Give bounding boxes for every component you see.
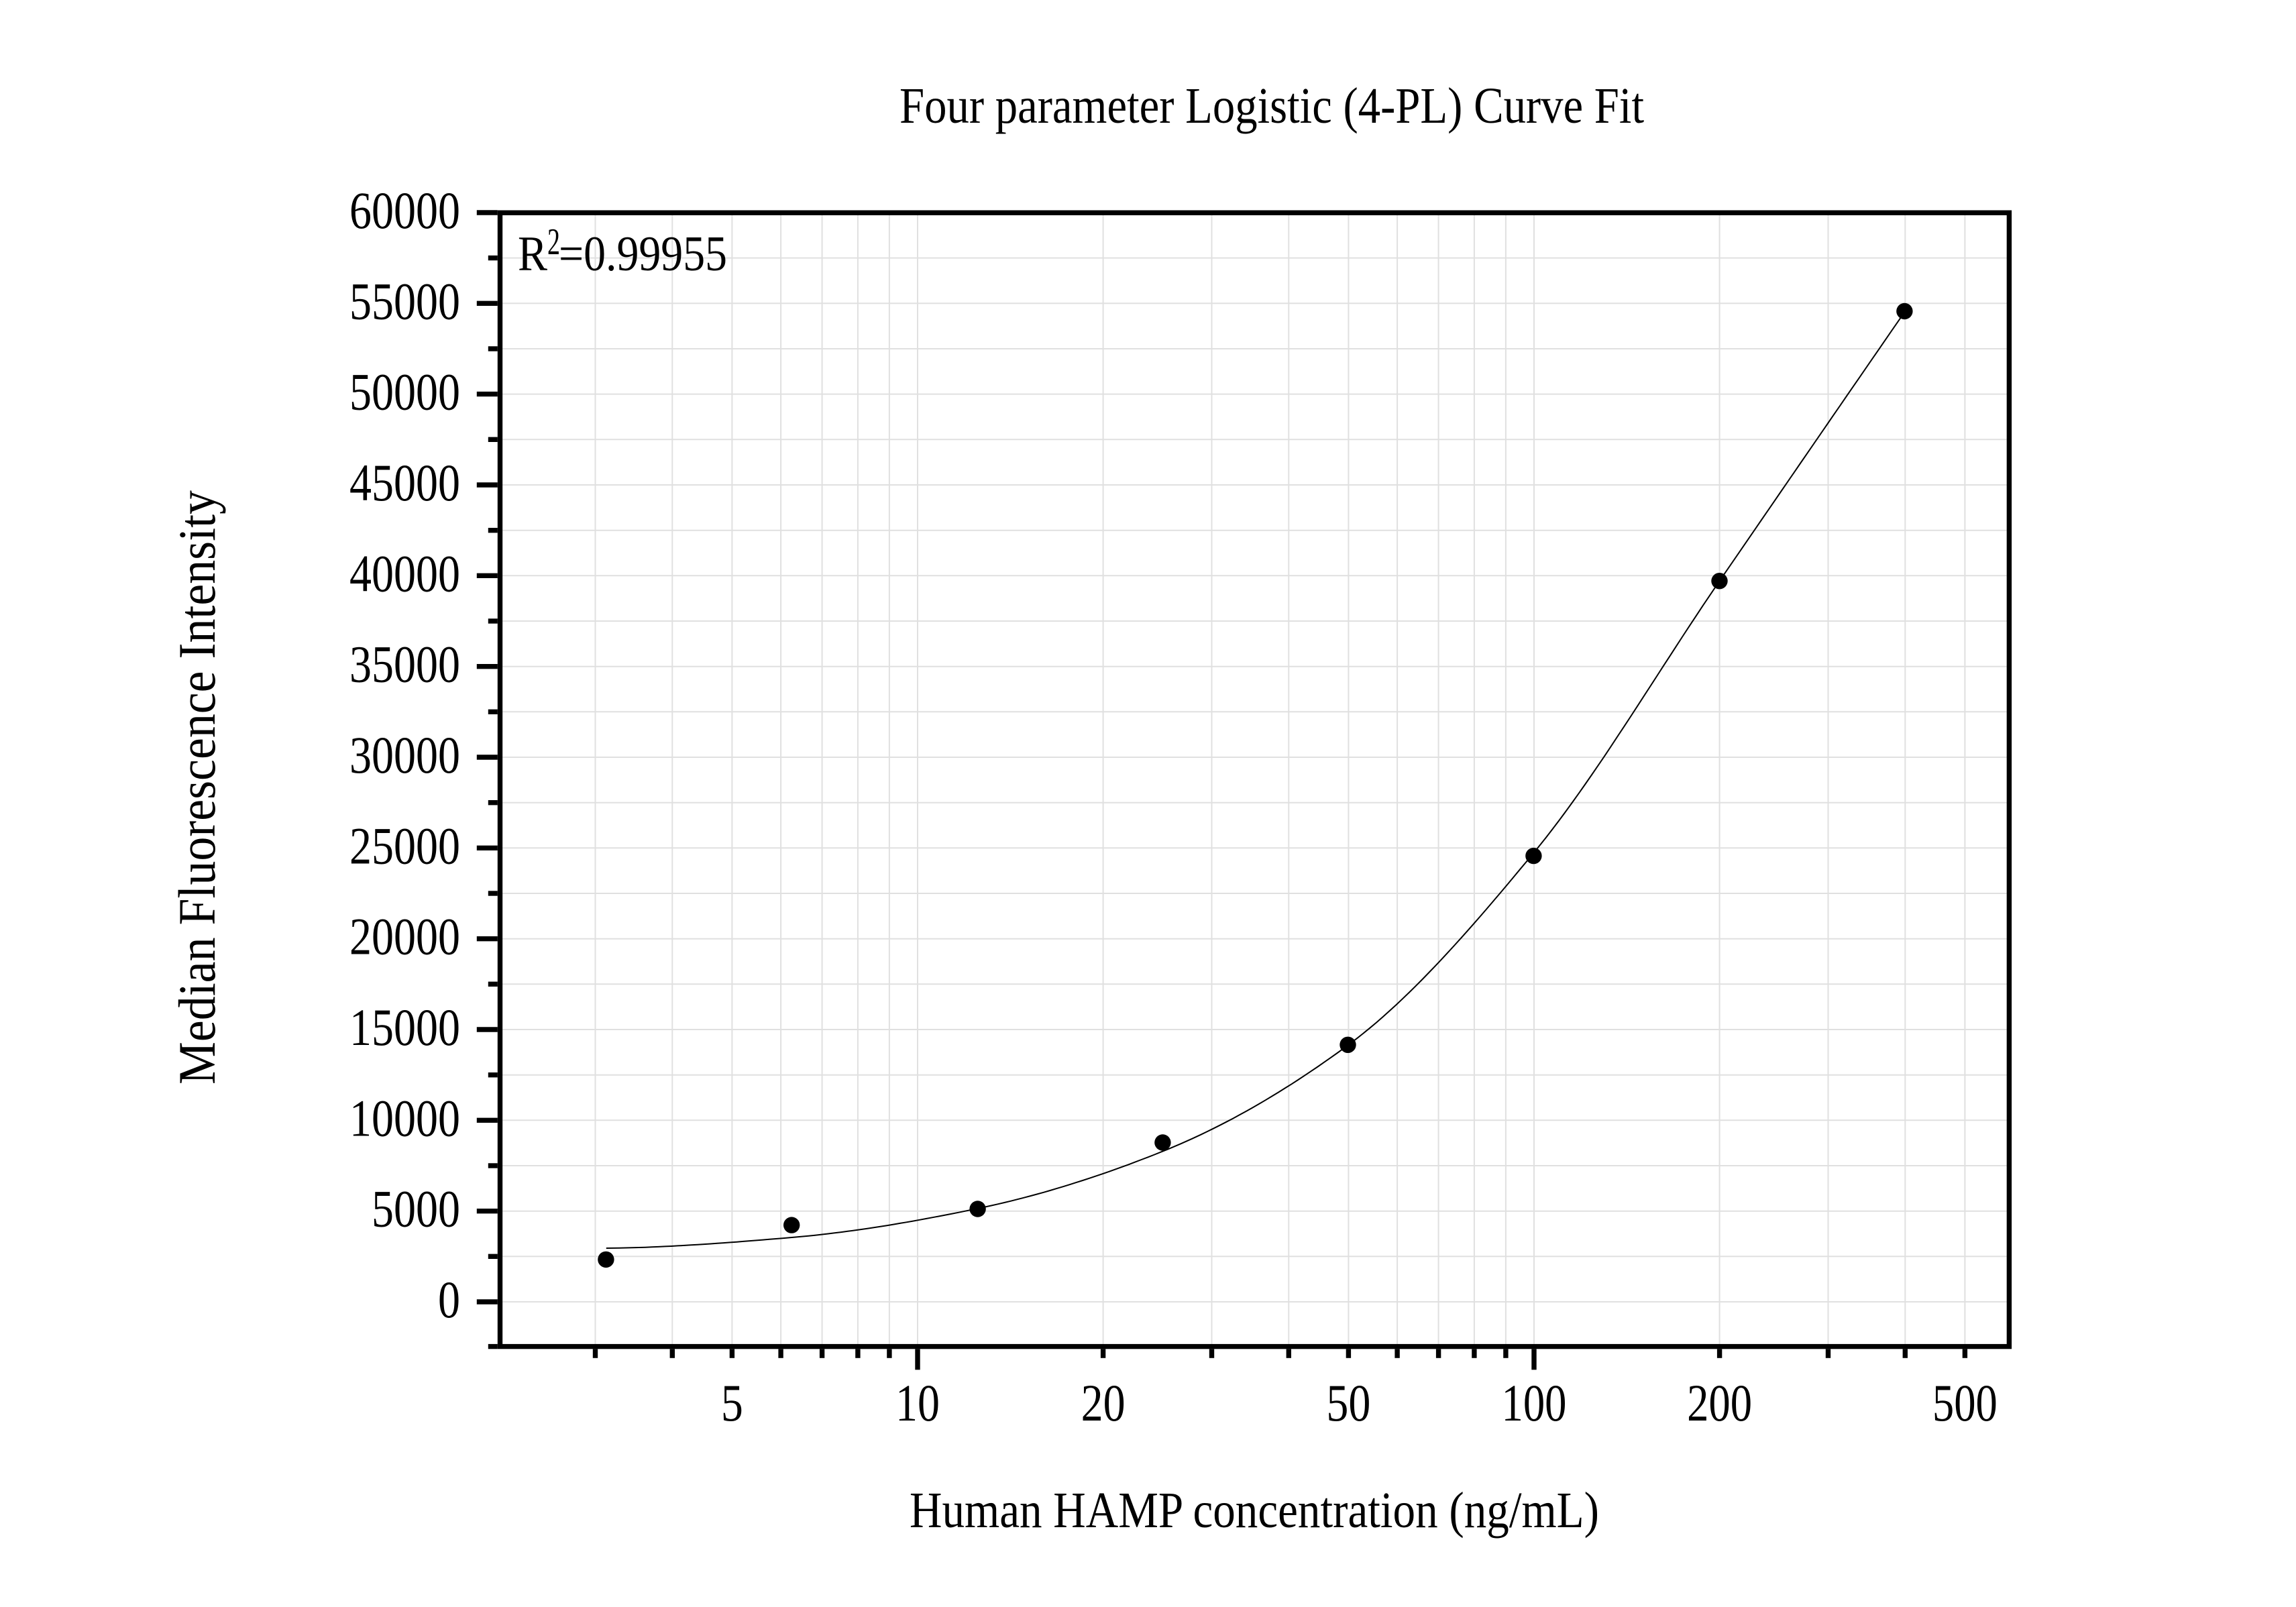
- svg-text:200: 200: [1687, 1374, 1752, 1432]
- svg-text:5: 5: [721, 1374, 743, 1432]
- svg-text:500: 500: [1932, 1374, 1998, 1432]
- svg-text:Four parameter Logistic (4-PL): Four parameter Logistic (4-PL) Curve Fit: [899, 78, 1644, 134]
- svg-text:R: R: [518, 227, 548, 282]
- svg-text:2: 2: [547, 221, 560, 263]
- svg-text:5000: 5000: [372, 1180, 460, 1238]
- svg-text:55000: 55000: [349, 272, 460, 330]
- svg-text:Human HAMP concentration (ng/m: Human HAMP concentration (ng/mL): [910, 1482, 1599, 1539]
- svg-text:40000: 40000: [349, 544, 460, 602]
- svg-text:10000: 10000: [349, 1089, 460, 1147]
- svg-text:45000: 45000: [349, 453, 460, 512]
- svg-text:20: 20: [1081, 1374, 1126, 1432]
- svg-text:=0.99955: =0.99955: [559, 227, 727, 282]
- svg-text:60000: 60000: [349, 181, 460, 239]
- svg-text:30000: 30000: [349, 726, 460, 784]
- svg-text:20000: 20000: [349, 907, 460, 966]
- svg-text:100: 100: [1502, 1374, 1567, 1432]
- svg-text:25000: 25000: [349, 816, 460, 875]
- svg-text:35000: 35000: [349, 635, 460, 694]
- svg-text:50: 50: [1326, 1374, 1370, 1432]
- svg-text:10: 10: [895, 1374, 940, 1432]
- svg-text:Median Fluorescence Intensity: Median Fluorescence Intensity: [168, 490, 226, 1085]
- svg-text:15000: 15000: [349, 998, 460, 1056]
- svg-text:50000: 50000: [349, 363, 460, 421]
- svg-text:0: 0: [438, 1270, 460, 1329]
